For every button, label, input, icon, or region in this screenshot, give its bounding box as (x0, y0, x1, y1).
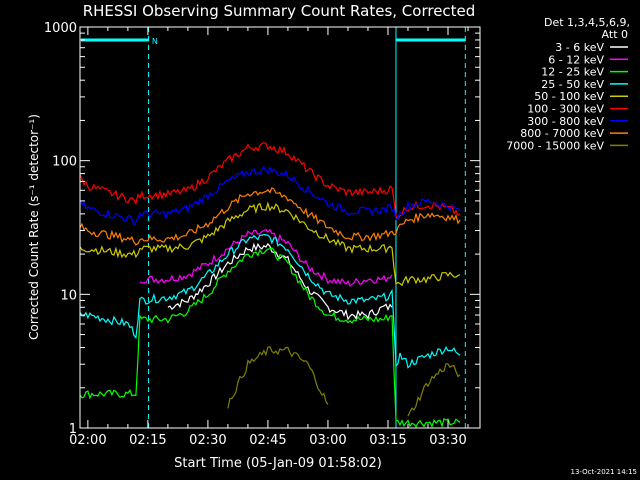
x-tick-label-6: 03:30 (429, 433, 466, 448)
y-tick-label-0: 1 (69, 422, 77, 437)
x-axis-label: Start Time (05-Jan-09 01:58:02) (174, 456, 382, 471)
series-line-3-segment-0 (79, 233, 461, 369)
series-line-1-segment-0 (139, 228, 393, 288)
y-tick-label-3: 1000 (44, 21, 77, 36)
annotation-0: N (152, 37, 158, 46)
series-line-7-segment-0 (79, 187, 461, 246)
series-line-4-segment-0 (79, 201, 461, 287)
legend-header-attenuator: Att 0 (602, 28, 628, 41)
series-line-6-segment-0 (79, 165, 461, 227)
series-line-2-segment-0 (79, 247, 461, 429)
series-line-5-segment-0 (79, 142, 461, 221)
y-tick-label-2: 100 (52, 155, 77, 170)
footer-date: 13-Oct-2021 14:15 (571, 468, 637, 476)
axes: 02:00 02:15 02:30 02:45 03:00 03:15 03:30 1 10 10… (44, 21, 481, 448)
chart-title: RHESSI Observing Summary Count Rates, Co… (83, 2, 476, 20)
legend-label-8: 7000 - 15000 keV (506, 139, 604, 152)
legend-label-1: 6 - 12 keV (548, 53, 604, 66)
plot-frame (79, 26, 481, 429)
legend-label-0: 3 - 6 keV (555, 41, 604, 54)
legend-label-2: 12 - 25 keV (541, 66, 604, 79)
y-axis-label: Corrected Count Rate (s⁻¹ detector⁻¹) (27, 114, 41, 340)
series-layer (79, 142, 461, 429)
x-tick-label-1: 02:15 (129, 433, 166, 448)
series-line-0-segment-0 (167, 242, 393, 321)
x-tick-label-5: 03:15 (369, 433, 406, 448)
legend-label-7: 800 - 7000 keV (520, 127, 604, 140)
x-tick-label-3: 02:45 (249, 433, 286, 448)
legend-label-3: 25 - 50 keV (541, 78, 604, 91)
legend-label-4: 50 - 100 keV (534, 90, 604, 103)
legend-label-5: 100 - 300 keV (527, 103, 604, 116)
x-tick-label-0: 02:00 (69, 433, 106, 448)
x-tick-label-2: 02:30 (189, 433, 226, 448)
x-tick-label-4: 03:00 (309, 433, 346, 448)
y-tick-label-1: 10 (60, 288, 77, 303)
series-line-8-segment-1 (407, 363, 461, 417)
legend-header-detectors: Det 1,3,4,5,6,9, (544, 16, 630, 29)
series-line-8-segment-0 (227, 346, 329, 409)
legend-label-6: 300 - 800 keV (527, 115, 604, 128)
